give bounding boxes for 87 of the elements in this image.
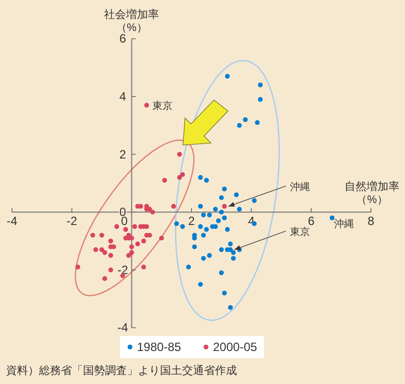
point [225,74,230,79]
point [213,206,218,212]
point [99,247,104,252]
point [252,198,257,203]
point [258,96,263,102]
point [186,264,191,270]
point [90,232,96,238]
point [129,250,134,255]
point [177,175,182,180]
point [198,175,203,180]
point [129,244,134,250]
point [219,195,224,200]
point [150,210,156,214]
point [204,227,209,232]
point [222,290,227,296]
point [141,238,146,244]
point [174,221,179,226]
point [236,123,242,128]
point [180,172,185,177]
point [198,282,203,287]
point [114,224,120,229]
y-tick-label: 4 [119,90,126,104]
point [198,204,203,209]
annotation: 東京 [290,226,310,238]
y-axis-title: 社会増加率（%） [104,8,160,34]
point [230,250,236,255]
point [330,215,335,220]
y-tick-label: 6 [119,32,126,46]
point [204,178,209,183]
point [228,241,233,246]
point [207,253,212,258]
point [162,178,167,183]
point [228,305,233,310]
point [254,120,260,125]
point [222,204,227,209]
legend-label: 2000-05 [213,340,258,354]
point [108,268,114,272]
point [198,224,203,229]
point [171,204,176,209]
point [219,270,224,276]
point [201,256,206,261]
point [242,117,248,122]
point [132,224,138,229]
y-tick-label: 2 [119,147,126,162]
point [126,253,132,258]
point [108,253,114,258]
annotation: 沖縄 [334,218,354,230]
point [258,82,263,88]
point [213,224,218,229]
point [123,227,128,232]
point [141,264,146,270]
point [177,152,182,157]
annotation: 東京 [152,100,173,112]
point [99,232,104,238]
y-tick-label: -4 [117,320,128,335]
point [180,224,185,229]
point [201,212,206,218]
point [201,232,206,238]
y-tick-label: -2 [117,262,128,277]
point [219,210,224,214]
point [230,256,236,261]
point [225,227,230,232]
x-axis-title: 自然増加率（%） [344,180,400,206]
point [222,215,227,220]
x-tick-label: 8 [368,214,375,228]
point [108,238,114,244]
point [144,102,150,108]
point [216,218,221,224]
x-tick-label: 6 [308,214,315,228]
point [159,236,164,241]
point [219,247,224,252]
x-tick-label: 2 [188,214,196,228]
point [102,276,108,281]
point [93,247,98,252]
annotation: 沖縄 [290,181,310,193]
point [236,206,242,212]
point [192,244,197,250]
point [135,241,140,246]
text: 資料）総務省「国勢調査」より国土交通省作成 [6,364,237,377]
x-tick-label: -2 [66,214,78,228]
point [222,186,227,192]
point [102,250,108,255]
point [75,264,80,270]
x-tick-label: -4 [6,214,18,228]
point [207,212,212,218]
point [234,192,239,198]
legend-label: 1980-85 [137,340,182,354]
